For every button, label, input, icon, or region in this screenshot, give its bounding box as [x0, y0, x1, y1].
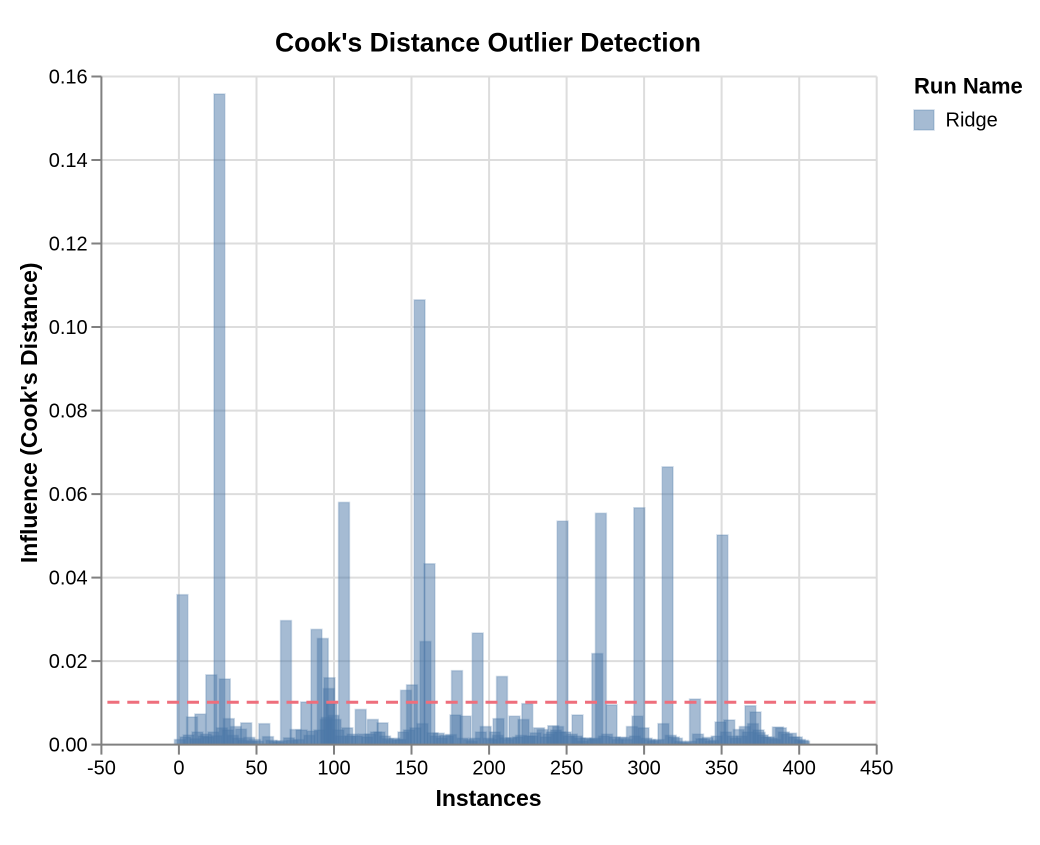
svg-text:Cook's Distance Outlier Detect: Cook's Distance Outlier Detection [275, 28, 701, 58]
svg-text:350: 350 [705, 758, 738, 780]
svg-text:0: 0 [173, 758, 184, 780]
svg-text:400: 400 [783, 758, 816, 780]
svg-text:150: 150 [395, 758, 428, 780]
svg-text:0.08: 0.08 [49, 401, 88, 423]
svg-text:0.16: 0.16 [49, 67, 88, 89]
svg-text:0.06: 0.06 [49, 484, 88, 506]
svg-text:-50: -50 [87, 758, 116, 780]
svg-text:200: 200 [472, 758, 505, 780]
svg-text:0.12: 0.12 [49, 234, 88, 256]
svg-text:0.10: 0.10 [49, 317, 88, 339]
svg-text:Run Name: Run Name [914, 74, 1023, 99]
svg-text:0.04: 0.04 [49, 568, 88, 590]
svg-text:250: 250 [550, 758, 583, 780]
svg-text:Instances: Instances [435, 785, 541, 811]
svg-text:300: 300 [627, 758, 660, 780]
svg-text:100: 100 [317, 758, 350, 780]
svg-text:0.14: 0.14 [49, 150, 88, 172]
svg-text:450: 450 [860, 758, 893, 780]
svg-text:Influence (Cook's Distance): Influence (Cook's Distance) [16, 262, 42, 563]
svg-text:0.00: 0.00 [49, 735, 88, 757]
svg-text:0.02: 0.02 [49, 651, 88, 673]
svg-text:50: 50 [245, 758, 267, 780]
svg-text:Ridge: Ridge [946, 110, 998, 132]
